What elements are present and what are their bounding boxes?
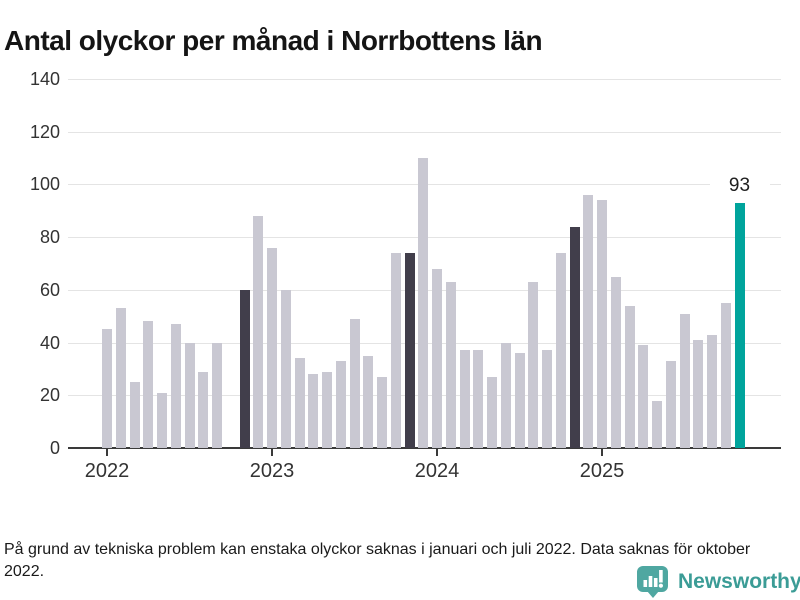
- bar-2022-07: [184, 342, 195, 448]
- bar-2025-08: [693, 339, 704, 448]
- y-axis-tick-label-20: 20: [39, 385, 60, 406]
- bar-2023-10: [390, 252, 401, 448]
- bar-2024-10: [555, 252, 566, 448]
- x-axis-tick-2023: [271, 449, 273, 456]
- bar-2024-06: [500, 342, 511, 448]
- y-axis-tick-label-100: 100: [29, 174, 60, 195]
- bar-2022-06: [170, 324, 181, 448]
- bar-2023-06: [335, 361, 346, 448]
- x-axis-tick-2025: [601, 449, 603, 456]
- gridline-y120: [68, 131, 781, 133]
- bar-2024-04: [473, 350, 484, 448]
- bar-2022-09: [212, 342, 222, 448]
- bar-2022-03: [129, 382, 140, 448]
- newsworthy-logo[interactable]: Newsworthy: [636, 565, 800, 598]
- bar-2022-02: [115, 308, 126, 448]
- bar-2023-04: [308, 374, 319, 448]
- y-axis-tick-label-140: 140: [29, 69, 60, 89]
- bar-2023-05: [322, 371, 332, 448]
- bar-2023-08: [363, 355, 374, 448]
- x-axis-label-2025: 2025: [579, 460, 625, 482]
- bar-2024-08: [528, 281, 539, 448]
- y-axis-tick-label-60: 60: [39, 279, 60, 300]
- bar-2024-07: [514, 353, 525, 448]
- chart-footnote: På grund av tekniska problem kan enstaka…: [4, 541, 751, 580]
- bar-2025-07: [679, 313, 690, 448]
- newsworthy-bubble-chart-icon: [636, 565, 670, 598]
- y-axis-tick-label-0: 0: [49, 438, 60, 458]
- latest-value-label: 93: [709, 174, 770, 197]
- bar-2025-11: [734, 202, 745, 448]
- x-axis-label-2023: 2023: [249, 460, 295, 482]
- bar-2023-01: [267, 247, 277, 448]
- x-axis-line: [68, 447, 781, 449]
- bar-2024-03: [459, 350, 470, 448]
- bar-2025-06: [665, 361, 676, 448]
- bar-2022-12: [253, 216, 264, 448]
- bar-2023-03: [294, 358, 305, 448]
- bar-2024-09: [542, 350, 552, 448]
- bar-2023-11: [404, 252, 415, 448]
- bar-2025-09: [707, 334, 717, 448]
- bar-2024-05: [487, 376, 497, 448]
- chart-title: Antal olyckor per månad i Norrbottens lä…: [4, 24, 543, 56]
- x-axis-label-2022: 2022: [84, 460, 130, 482]
- bar-2025-10: [720, 303, 731, 448]
- newsworthy-wordmark: Newsworthy: [678, 569, 800, 593]
- bar-2025-04: [638, 345, 649, 448]
- x-axis-tick-2024: [436, 449, 438, 456]
- x-axis-tick-2022: [106, 449, 108, 456]
- bar-2025-05: [652, 400, 662, 448]
- bar-2024-01: [432, 268, 442, 448]
- bar-2023-02: [280, 289, 291, 448]
- bar-2022-08: [198, 371, 209, 448]
- bar-2023-12: [418, 158, 429, 448]
- bar-2022-01: [102, 329, 112, 448]
- bar-2022-05: [157, 392, 167, 448]
- bar-2023-07: [349, 318, 360, 448]
- x-axis-label-2024: 2024: [414, 460, 460, 482]
- bar-2024-12: [583, 194, 594, 448]
- bar-2024-11: [569, 226, 580, 448]
- bar-2022-11: [239, 289, 250, 448]
- bar-2025-01: [597, 200, 607, 448]
- bar-2025-03: [624, 305, 635, 448]
- y-axis-tick-label-120: 120: [29, 121, 60, 142]
- bar-2023-09: [377, 376, 387, 448]
- gridline-y140: [68, 79, 781, 80]
- bar-2025-02: [610, 276, 621, 448]
- bar-2024-02: [445, 281, 456, 448]
- y-axis-tick-label-40: 40: [39, 332, 60, 353]
- y-axis-tick-label-80: 80: [39, 227, 60, 248]
- bar-2022-04: [143, 321, 154, 448]
